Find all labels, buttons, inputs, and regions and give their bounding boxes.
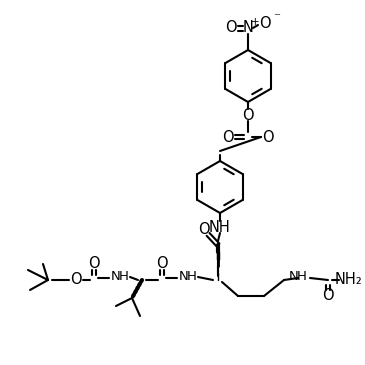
Text: O: O <box>156 257 168 272</box>
Text: N: N <box>111 269 121 283</box>
Text: N: N <box>243 20 253 35</box>
Text: ⁻: ⁻ <box>273 12 280 24</box>
Text: O: O <box>70 273 82 288</box>
Text: N: N <box>179 269 189 283</box>
Text: O: O <box>88 257 100 272</box>
Text: O: O <box>225 20 237 35</box>
Text: O: O <box>222 130 234 145</box>
Text: +: + <box>251 17 259 27</box>
Text: H: H <box>119 269 129 283</box>
Text: O: O <box>262 130 274 145</box>
Text: O: O <box>259 15 271 31</box>
Text: NH: NH <box>209 219 231 234</box>
Text: N: N <box>289 269 299 283</box>
Text: NH₂: NH₂ <box>334 273 362 288</box>
Text: O: O <box>242 108 254 123</box>
Text: O: O <box>198 223 210 238</box>
Text: H: H <box>297 269 307 283</box>
Text: O: O <box>322 288 334 304</box>
Text: H: H <box>187 269 197 283</box>
